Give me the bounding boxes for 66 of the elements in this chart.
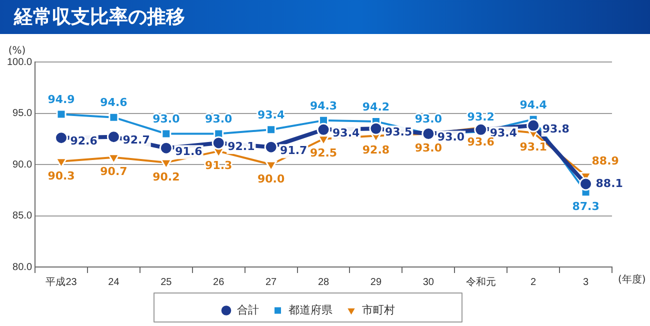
x-tick-label: 3: [582, 276, 589, 288]
point: [108, 154, 120, 164]
data-label: 93.5: [384, 125, 412, 138]
data-label: 94.3: [310, 99, 338, 112]
data-label: 93.0: [437, 130, 465, 144]
data-label: 92.5: [310, 146, 338, 160]
x-tick-label: 29: [370, 276, 382, 288]
data-label: 91.6: [175, 144, 203, 158]
data-label: 92.1: [228, 140, 255, 153]
data-label: 93.1: [520, 140, 547, 154]
data-label: 94.9: [48, 93, 75, 106]
x-tick-label: 28: [318, 276, 330, 288]
point: [106, 130, 120, 144]
y-tick-label: 90.0: [12, 159, 32, 170]
y-tick-label: 80.0: [12, 262, 32, 273]
y-tick-label: 95.0: [12, 108, 32, 119]
point: [316, 122, 330, 136]
x-tick-label: 24: [108, 276, 120, 288]
y-axis-title: (%): [8, 46, 26, 57]
x-tick-label: 平成23: [46, 276, 78, 288]
point: [54, 131, 68, 145]
data-label: 92.6: [70, 134, 98, 148]
data-label: 92.7: [122, 134, 150, 147]
data-label: 93.4: [332, 126, 360, 140]
y-tick-label: 85.0: [12, 210, 32, 222]
point: [266, 124, 276, 135]
legend-label: 市町村: [362, 304, 395, 317]
data-label: 94.6: [100, 96, 128, 110]
data-label: 87.3: [572, 200, 600, 214]
data-label: 90.7: [100, 165, 128, 178]
x-axis-title: (年度): [618, 274, 646, 286]
data-label: 91.7: [280, 144, 308, 157]
data-label: 94.2: [362, 100, 390, 114]
data-label: 91.3: [205, 159, 232, 172]
x-tick-label: 25: [160, 276, 172, 288]
y-tick-label: 100.0: [6, 56, 32, 68]
x-tick-label: 2: [530, 276, 537, 288]
legend-label: 都道府県: [288, 304, 332, 317]
chart-title: 経常収支比率の推移: [0, 0, 650, 34]
data-label: 90.0: [257, 172, 285, 186]
point: [159, 141, 173, 155]
data-label: 93.2: [467, 110, 494, 124]
data-label: 93.0: [152, 112, 180, 126]
data-label: 93.0: [414, 142, 442, 155]
x-tick-label: 令和元: [466, 276, 496, 288]
point: [161, 128, 172, 139]
data-label: 94.4: [520, 98, 548, 112]
data-label: 90.2: [152, 170, 180, 184]
data-label: 93.4: [257, 108, 285, 122]
data-label: 93.0: [414, 112, 442, 126]
data-label: 88.9: [592, 154, 619, 168]
data-label: 90.3: [48, 169, 75, 182]
point: [108, 112, 119, 122]
data-label: 93.8: [542, 122, 570, 136]
x-tick-label: 27: [265, 276, 278, 288]
data-label: 88.1: [596, 176, 623, 190]
data-label: 93.0: [205, 112, 233, 126]
x-tick-label: 30: [422, 276, 434, 288]
point: [212, 136, 226, 150]
point: [56, 109, 66, 120]
point: [526, 118, 540, 132]
x-tick-label: 26: [213, 276, 225, 288]
point: [264, 140, 278, 154]
point: [369, 122, 383, 136]
data-label: 92.8: [362, 144, 390, 157]
legend-label: 合計: [236, 304, 259, 317]
